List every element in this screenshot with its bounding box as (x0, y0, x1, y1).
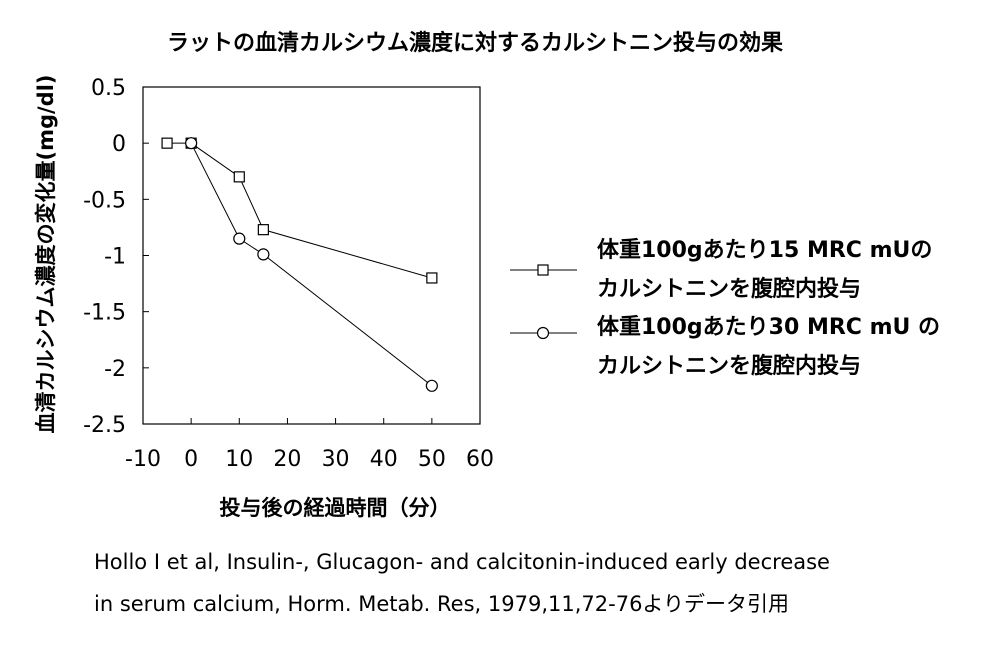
x-tick-label: 50 (418, 447, 446, 472)
y-tick-label: 0 (112, 132, 126, 157)
legend-text-15-line1: 体重100gあたり15 MRC mUの (597, 238, 932, 263)
y-tick-label: -2 (104, 357, 126, 382)
y-tick-label: -2.5 (83, 413, 126, 438)
series-1-line (190, 142, 433, 387)
series-0-point (161, 137, 173, 149)
series-1-point (185, 137, 198, 150)
citation-line-1: Hollo I et al, Insulin-, Glucagon- and c… (94, 550, 830, 574)
y-tick-label: -1.5 (83, 301, 126, 326)
y-tick-label: -0.5 (83, 188, 126, 213)
y-axis-label: 血清カルシウム濃度の変化量(mg/dl) (34, 74, 58, 433)
series-0-point (426, 272, 438, 284)
plot-frame (142, 86, 481, 425)
x-tick-label: 60 (466, 447, 494, 472)
citation-line-2: in serum calcium, Horm. Metab. Res, 1979… (94, 592, 790, 616)
series-0-point (233, 171, 245, 183)
series-1-point (257, 248, 270, 261)
legend-square-marker (537, 264, 549, 276)
y-tick-label: -1 (104, 245, 126, 270)
legend-circle-marker (536, 326, 550, 340)
series-0-point (257, 224, 269, 236)
x-tick-labels: -10 0 10 20 30 40 50 60 (125, 447, 494, 472)
legend: 体重100gあたり15 MRC mUの カルシトニンを腹腔内投与 体重100gあ… (510, 238, 940, 379)
series-0-line (167, 142, 432, 279)
x-axis-label: 投与後の経過時間（分） (220, 496, 451, 520)
legend-text-15-line2: カルシトニンを腹腔内投与 (597, 276, 861, 302)
chart-title: ラットの血清カルシウム濃度に対するカルシトニン投与の効果 (167, 30, 783, 56)
x-tick-label: 0 (184, 447, 198, 472)
y-tick-label: 0.5 (91, 76, 126, 101)
x-tick-label: 40 (370, 447, 398, 472)
legend-text-30-line1: 体重100gあたり30 MRC mU の (597, 315, 940, 340)
y-tick-labels: 0.5 0 -0.5 -1 -1.5 -2 -2.5 (83, 76, 126, 438)
x-tick-label: 10 (225, 447, 253, 472)
series-group (161, 137, 438, 392)
x-tick-label: -10 (125, 447, 161, 472)
series-1-point (425, 379, 438, 392)
legend-text-30-line2: カルシトニンを腹腔内投与 (597, 353, 861, 379)
tick-group (142, 86, 481, 425)
x-tick-label: 30 (322, 447, 350, 472)
series-1-point (233, 232, 246, 245)
x-tick-label: 20 (273, 447, 301, 472)
